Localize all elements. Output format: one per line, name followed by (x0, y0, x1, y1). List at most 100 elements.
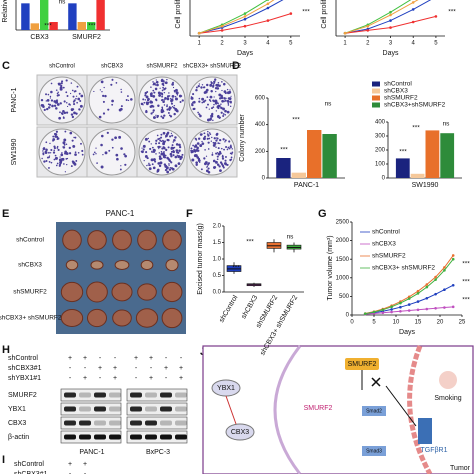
tumor (162, 229, 182, 251)
bar (87, 22, 96, 30)
colony (179, 155, 183, 159)
blot-band (160, 434, 172, 440)
colony (111, 99, 114, 103)
tumor (65, 259, 79, 271)
colony (61, 80, 64, 83)
point (372, 310, 376, 314)
colony (78, 98, 80, 100)
tumor (161, 281, 183, 303)
row-label: SW1990 (11, 138, 18, 165)
colony (224, 113, 227, 116)
colony (161, 116, 165, 119)
colony (124, 154, 127, 158)
colony (174, 97, 178, 101)
colony (147, 164, 149, 166)
point (381, 308, 385, 312)
x-axis-label: Days (237, 50, 253, 57)
colony (156, 83, 159, 87)
colony (60, 84, 63, 87)
colony (52, 135, 55, 138)
bar (410, 173, 425, 178)
colony (55, 164, 58, 167)
colony (150, 100, 152, 102)
colony (229, 89, 231, 91)
point (443, 269, 446, 272)
colony (210, 115, 212, 117)
colony (161, 95, 164, 98)
colony (68, 146, 71, 150)
sign: - (69, 471, 72, 474)
colony (102, 94, 105, 98)
colony (158, 164, 161, 167)
blot-band (130, 406, 142, 412)
point (243, 17, 247, 21)
significance: *** (246, 239, 254, 246)
significance: *** (412, 125, 420, 132)
blot-band (160, 406, 172, 412)
colony (212, 84, 215, 87)
significance: *** (448, 9, 456, 16)
protein-box (362, 446, 386, 456)
diagram-label: SMURF2 (348, 361, 377, 368)
colony (208, 132, 211, 134)
colony (70, 113, 74, 116)
colony (62, 86, 65, 89)
colony (160, 136, 163, 139)
colony (225, 145, 228, 148)
colony (152, 89, 155, 92)
significance: ns (443, 121, 451, 128)
colony (201, 84, 204, 86)
blot-band (175, 392, 187, 398)
colony (231, 148, 233, 150)
tumor (140, 259, 154, 271)
colony (96, 162, 98, 164)
colony (213, 137, 216, 140)
sign: - (84, 471, 87, 474)
colony (175, 165, 178, 168)
x-tick-label: 4 (412, 41, 416, 47)
colony (59, 161, 62, 165)
colony (172, 150, 175, 153)
point (381, 311, 385, 315)
colony (102, 153, 104, 156)
bar (68, 3, 77, 30)
colony (155, 80, 159, 84)
colony (74, 136, 77, 139)
sign: + (83, 355, 87, 362)
point (434, 292, 437, 296)
colony (178, 143, 181, 147)
colony (197, 159, 201, 163)
colony (77, 151, 80, 154)
sign: - (69, 375, 72, 382)
inhibition-mark (371, 377, 381, 387)
colony (199, 144, 203, 148)
colony (56, 162, 59, 165)
colony (65, 79, 68, 82)
tumor (111, 282, 133, 302)
colony (164, 81, 168, 85)
colony (192, 93, 195, 96)
y-tick-label: 1.0 (213, 257, 222, 263)
colony (222, 82, 226, 86)
colony (148, 162, 150, 165)
sign: + (113, 365, 117, 372)
blot-band (94, 392, 106, 398)
protein-box (362, 406, 386, 416)
colony (170, 146, 174, 150)
colony (71, 115, 75, 119)
point (243, 15, 247, 18)
colony (161, 92, 164, 95)
colony (152, 158, 156, 162)
colony (158, 152, 161, 154)
colony (46, 99, 50, 102)
colony (226, 88, 229, 91)
colony (75, 112, 78, 115)
colony (230, 152, 233, 155)
colony (225, 97, 227, 99)
colony (228, 147, 231, 150)
colony (56, 94, 59, 97)
colony (55, 130, 58, 133)
colony (66, 95, 69, 97)
colony (207, 163, 210, 166)
